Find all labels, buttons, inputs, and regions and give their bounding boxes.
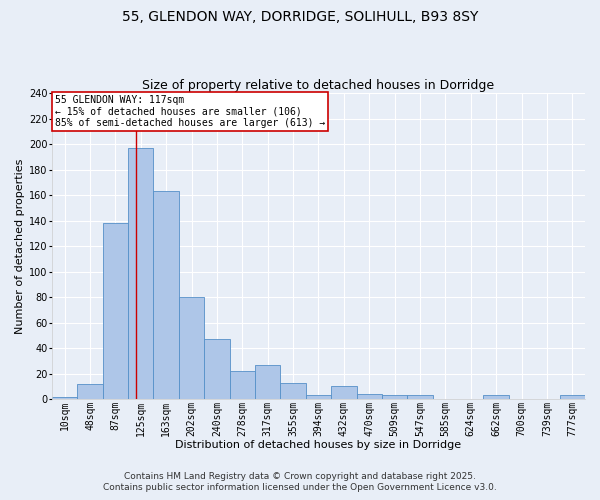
- Y-axis label: Number of detached properties: Number of detached properties: [15, 158, 25, 334]
- Bar: [179, 297, 204, 399]
- Bar: [255, 365, 280, 399]
- Text: 55 GLENDON WAY: 117sqm
← 15% of detached houses are smaller (106)
85% of semi-de: 55 GLENDON WAY: 117sqm ← 15% of detached…: [55, 94, 325, 128]
- Bar: [280, 382, 306, 399]
- Bar: [103, 223, 128, 399]
- Bar: [204, 340, 230, 399]
- Title: Size of property relative to detached houses in Dorridge: Size of property relative to detached ho…: [142, 79, 494, 92]
- Text: Contains HM Land Registry data © Crown copyright and database right 2025.
Contai: Contains HM Land Registry data © Crown c…: [103, 472, 497, 492]
- Bar: [356, 394, 382, 399]
- Bar: [77, 384, 103, 399]
- Bar: [52, 396, 77, 399]
- X-axis label: Distribution of detached houses by size in Dorridge: Distribution of detached houses by size …: [175, 440, 461, 450]
- Bar: [230, 371, 255, 399]
- Bar: [484, 396, 509, 399]
- Bar: [331, 386, 356, 399]
- Bar: [306, 396, 331, 399]
- Text: 55, GLENDON WAY, DORRIDGE, SOLIHULL, B93 8SY: 55, GLENDON WAY, DORRIDGE, SOLIHULL, B93…: [122, 10, 478, 24]
- Bar: [382, 396, 407, 399]
- Bar: [407, 396, 433, 399]
- Bar: [128, 148, 154, 399]
- Bar: [154, 192, 179, 399]
- Bar: [560, 396, 585, 399]
